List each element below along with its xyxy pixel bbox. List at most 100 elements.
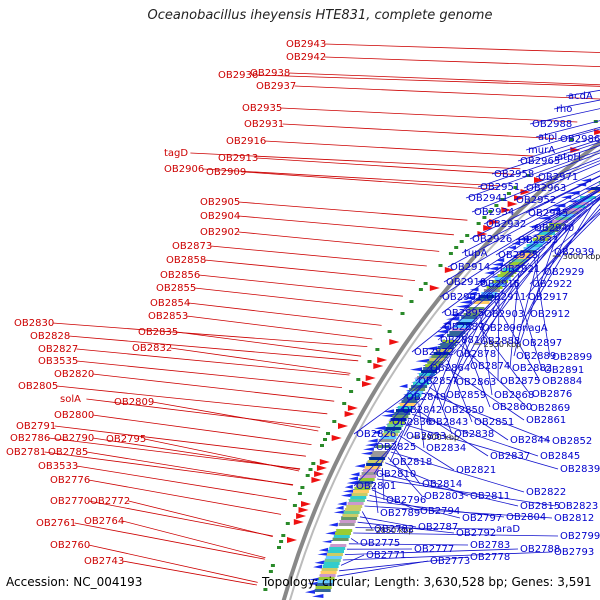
figure-title: Oceanobacillus iheyensis HTE831, complet… — [147, 8, 493, 23]
cog-block — [372, 451, 389, 454]
right-connector — [415, 284, 509, 382]
left-connector — [186, 315, 373, 340]
cog-block — [323, 562, 340, 565]
left-gene-label: OB2835 — [138, 327, 178, 338]
left-gene-label: OB2905 — [200, 197, 240, 208]
right-connector — [364, 505, 553, 519]
rna-mark — [308, 468, 313, 471]
left-gene-label: OB2832 — [132, 343, 172, 354]
left-gene-label: OB2873 — [172, 241, 212, 252]
right-gene-label: OB2787 — [418, 522, 458, 533]
ruler-label: 2850 kbp — [376, 526, 414, 535]
right-gene-label: OB2794 — [420, 506, 460, 517]
right-gene-label: OB2783 — [470, 540, 510, 551]
right-gene-label: atpI — [538, 132, 557, 143]
right-gene-label: OB2864 — [430, 363, 470, 374]
cds-arrow — [314, 560, 325, 565]
right-gene-label: OB2852 — [552, 436, 592, 447]
cog-block — [454, 325, 470, 328]
right-gene-label: OB2958 — [494, 169, 534, 180]
cog-block — [324, 559, 341, 562]
accession-text: Accession: NC_004193 — [6, 575, 143, 589]
cds-arrow — [317, 552, 330, 556]
cds-arrow — [383, 409, 394, 414]
right-gene-label: OB2965 — [520, 156, 560, 167]
left-connector — [48, 437, 301, 470]
left-connector — [194, 287, 393, 311]
cog-block — [473, 301, 490, 304]
cog-block — [542, 229, 559, 232]
cog-block — [320, 571, 337, 574]
left-connector — [88, 500, 273, 537]
right-gene-label: tupA — [464, 248, 488, 259]
reverse-feature-arrow — [483, 225, 494, 231]
cds-arrow — [365, 442, 378, 447]
rna-mark — [482, 216, 487, 219]
cog-block — [330, 544, 347, 547]
right-connector — [453, 246, 546, 355]
cog-block — [329, 547, 346, 550]
cog-block — [440, 343, 457, 346]
cds-arrow — [374, 426, 386, 430]
right-gene-label: OB2778 — [470, 552, 510, 563]
rna-mark — [375, 348, 380, 351]
left-connector — [122, 520, 266, 559]
left-connector — [88, 479, 282, 515]
cog-block — [350, 496, 367, 499]
rna-mark — [281, 534, 286, 537]
right-connector — [513, 163, 600, 201]
left-connector — [210, 245, 427, 267]
cog-block — [346, 505, 363, 508]
left-connector — [144, 438, 300, 472]
rna-mark — [285, 522, 290, 525]
right-gene-label: OB2926 — [472, 234, 512, 245]
cog-block — [331, 541, 348, 544]
cog-block — [532, 238, 549, 241]
cds-arrow — [424, 346, 438, 351]
right-gene-label: OB2818 — [392, 457, 432, 468]
reverse-feature-arrow — [365, 375, 376, 381]
left-gene-label: OB2938 — [250, 68, 290, 79]
right-gene-label: OB2804 — [506, 512, 546, 523]
left-connector — [176, 331, 362, 357]
right-gene-label: OB2837 — [490, 451, 530, 462]
right-gene-label: OB2945 — [528, 208, 568, 219]
left-gene-label: OB2805 — [18, 381, 58, 392]
right-gene-label: OB2899 — [552, 352, 592, 363]
right-connector — [525, 128, 600, 151]
right-connector — [411, 241, 552, 353]
rna-mark — [279, 540, 284, 543]
right-connector — [493, 300, 541, 382]
cog-block — [388, 421, 405, 424]
right-gene-label: OB2934 — [474, 207, 514, 218]
right-gene-label: OB2797 — [462, 513, 502, 524]
cog-block — [380, 436, 397, 439]
right-gene-label: OB2940 — [534, 223, 574, 234]
right-gene-label: OB2773 — [430, 556, 470, 567]
right-gene-label: OB2789 — [380, 508, 420, 519]
left-gene-label: OB2853 — [148, 311, 188, 322]
cog-block — [353, 490, 369, 493]
cds-arrow — [342, 489, 356, 493]
right-connector — [342, 551, 553, 561]
left-connector — [56, 385, 328, 415]
left-connector — [76, 465, 287, 501]
cds-arrow — [340, 493, 353, 498]
cog-block — [363, 469, 380, 472]
right-connector — [453, 289, 505, 383]
left-connector — [324, 43, 600, 53]
right-gene-label: OB2849 — [406, 392, 446, 403]
right-gene-label: OB2863 — [456, 377, 496, 388]
cog-block — [458, 319, 475, 322]
right-gene-label: OB2793 — [554, 547, 594, 558]
right-gene-label: OB2914 — [450, 262, 490, 273]
cds-arrow — [436, 329, 449, 334]
left-connector — [244, 171, 498, 190]
cog-block — [442, 340, 459, 343]
right-gene-label: OB2842 — [402, 405, 442, 416]
left-connector — [202, 168, 502, 187]
cog-block — [399, 403, 416, 406]
cog-block — [354, 487, 371, 490]
cog-block — [383, 430, 400, 433]
cog-block — [373, 448, 390, 451]
